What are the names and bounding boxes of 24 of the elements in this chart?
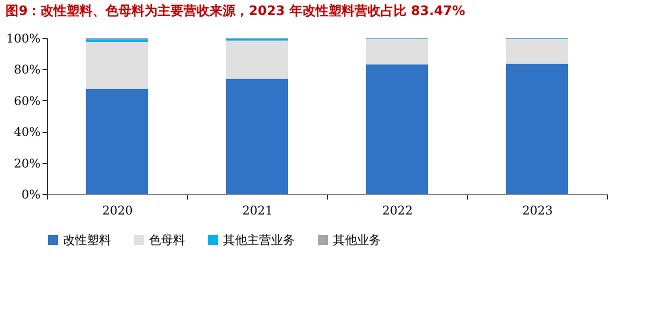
y-tick-label: 100%: [6, 32, 40, 46]
bar: [226, 40, 288, 79]
y-tick-label: 80%: [14, 62, 40, 77]
y-tick-label: 20%: [14, 156, 40, 170]
x-tick-label: 2022: [382, 204, 413, 218]
bar: [366, 64, 428, 194]
bar: [226, 78, 288, 194]
bar: [86, 88, 148, 194]
legend-label: 其他业务: [333, 233, 381, 247]
bar: [506, 38, 568, 64]
bar: [366, 38, 428, 64]
legend-label: 其他主营业务: [223, 233, 295, 247]
x-tick-label: 2021: [242, 204, 273, 218]
x-tick-label: 2023: [522, 204, 553, 218]
y-tick-label: 60%: [14, 94, 40, 108]
chart-title: 图9：改性塑料、色母料为主要营收来源，2023 年改性塑料营收占比 83.47%: [6, 3, 466, 19]
bar: [86, 42, 148, 89]
y-tick-label: 40%: [14, 125, 40, 140]
legend-label: 改性塑料: [63, 233, 111, 247]
bar: [86, 39, 148, 42]
legend-label: 色母料: [149, 233, 185, 247]
bar: [506, 64, 568, 194]
y-tick-label: 0%: [21, 188, 40, 202]
x-tick-label: 2020: [102, 204, 133, 218]
